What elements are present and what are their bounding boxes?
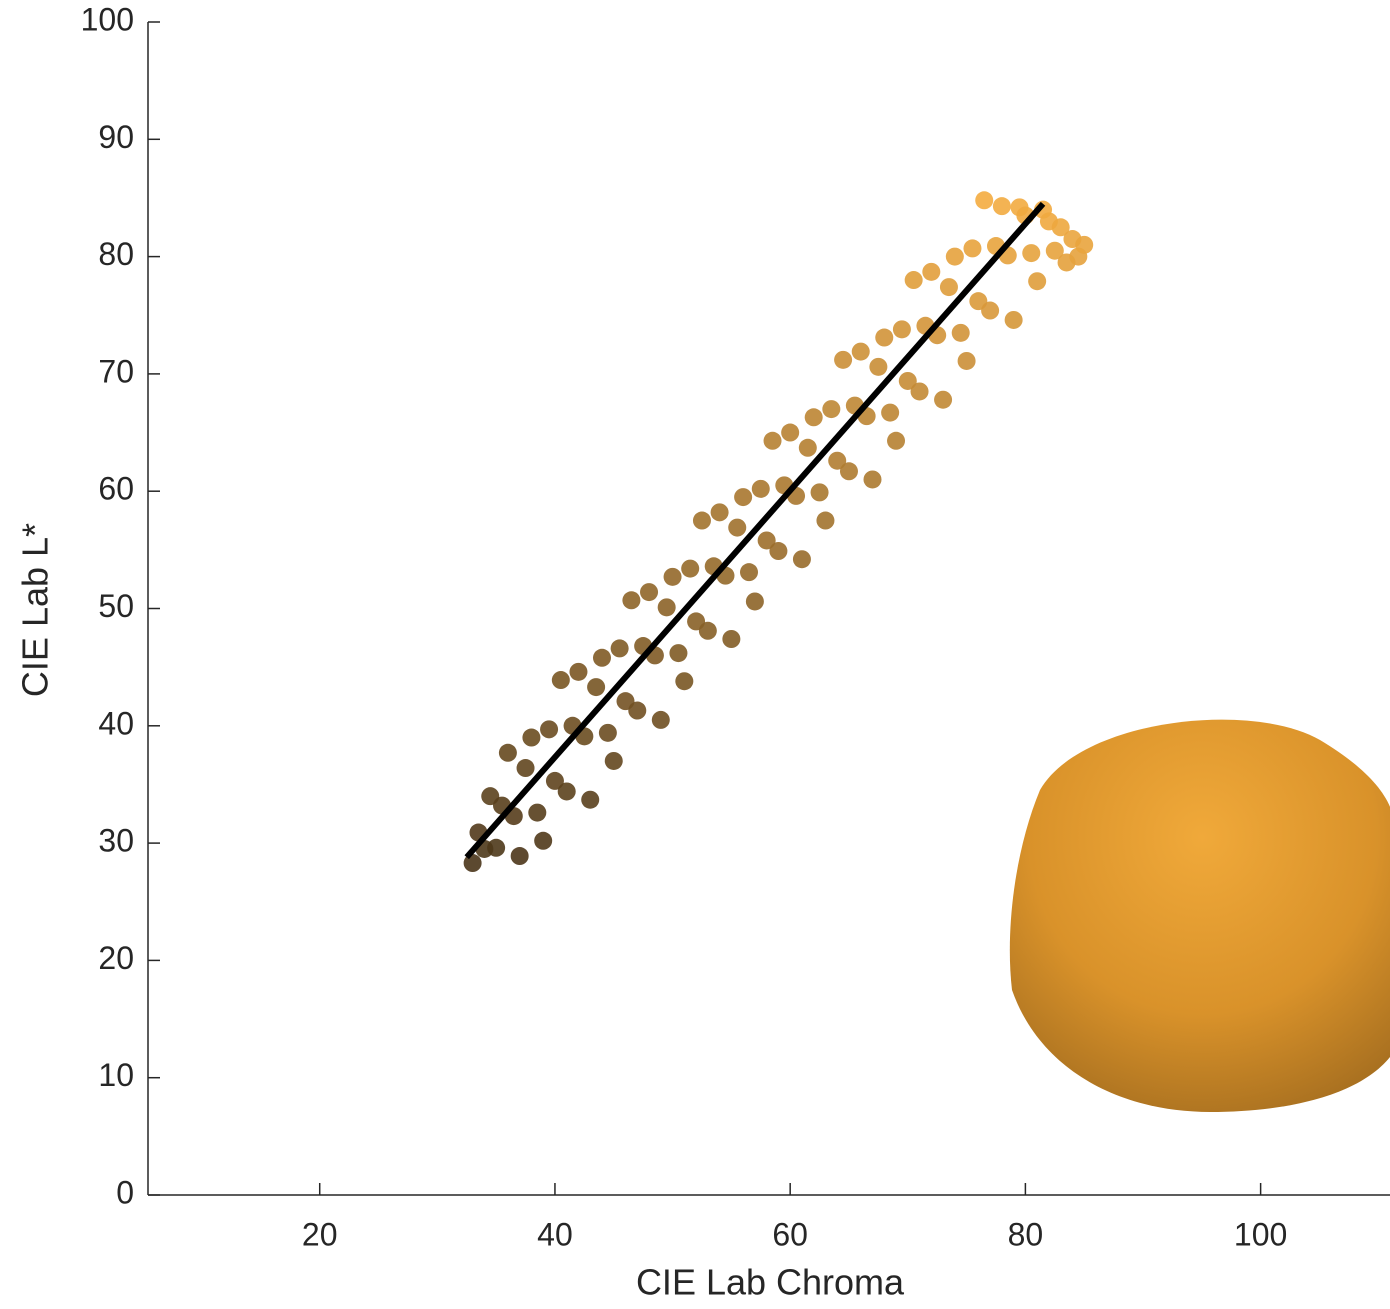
- x-tick-label: 60: [772, 1216, 808, 1252]
- x-tick-label: 80: [1008, 1216, 1044, 1252]
- scatter-point: [675, 672, 693, 690]
- scatter-point: [887, 432, 905, 450]
- scatter-point: [511, 847, 529, 865]
- scatter-point: [699, 622, 717, 640]
- scatter-point: [658, 598, 676, 616]
- x-tick-label: 100: [1234, 1216, 1287, 1252]
- scatter-point: [611, 639, 629, 657]
- scatter-point: [593, 649, 611, 667]
- scatter-point: [940, 278, 958, 296]
- scatter-point: [864, 470, 882, 488]
- scatter-point: [869, 358, 887, 376]
- scatter-point: [740, 563, 758, 581]
- y-tick-label: 10: [98, 1057, 134, 1093]
- scatter-point: [599, 724, 617, 742]
- scatter-point: [975, 191, 993, 209]
- x-tick-label: 20: [302, 1216, 338, 1252]
- fit-line: [467, 204, 1043, 857]
- scatter-point: [963, 239, 981, 257]
- scatter-point: [781, 424, 799, 442]
- scatter-point: [693, 512, 711, 530]
- scatter-point: [605, 752, 623, 770]
- y-tick-label: 70: [98, 353, 134, 389]
- scatter-point: [881, 404, 899, 422]
- scatter-point: [746, 592, 764, 610]
- scatter-point: [728, 519, 746, 537]
- scatter-point: [528, 804, 546, 822]
- scatter-point: [875, 329, 893, 347]
- y-tick-label: 100: [81, 1, 134, 37]
- scatter-point: [652, 711, 670, 729]
- scatter-point: [622, 591, 640, 609]
- chart: CIE Lab Chroma CIE Lab L* 20 40 60 80 100 0 10…: [0, 0, 1390, 1309]
- scatter-point: [581, 791, 599, 809]
- scatter-point: [752, 480, 770, 498]
- scatter-point: [805, 408, 823, 426]
- scatter-point: [911, 382, 929, 400]
- scatter-point: [628, 702, 646, 720]
- y-axis-label: CIE Lab L*: [15, 523, 56, 697]
- scatter-point: [893, 320, 911, 338]
- scatter-point: [852, 343, 870, 361]
- scatter-point: [1005, 311, 1023, 329]
- scatter-point: [946, 248, 964, 266]
- y-tick-label: 50: [98, 588, 134, 624]
- scatter-point: [487, 839, 505, 857]
- orange-photo: [1010, 720, 1390, 1112]
- y-tick-label: 0: [116, 1174, 134, 1210]
- scatter-point: [922, 263, 940, 281]
- scatter-point: [952, 324, 970, 342]
- scatter-point: [811, 483, 829, 501]
- y-tick-label: 80: [98, 236, 134, 272]
- x-axis-label: CIE Lab Chroma: [636, 1262, 905, 1303]
- scatter-point: [764, 432, 782, 450]
- scatter-point: [669, 644, 687, 662]
- scatter-point: [769, 542, 787, 560]
- scatter-point: [734, 488, 752, 506]
- scatter-point: [587, 678, 605, 696]
- scatter-point: [517, 759, 535, 777]
- scatter-point: [1075, 236, 1093, 254]
- scatter-point: [1022, 244, 1040, 262]
- scatter-point: [799, 439, 817, 457]
- scatter-point: [569, 663, 587, 681]
- scatter-point: [722, 630, 740, 648]
- y-tick-label: 30: [98, 823, 134, 859]
- scatter-point: [822, 400, 840, 418]
- x-tick-label: 40: [537, 1216, 573, 1252]
- scatter-point: [522, 729, 540, 747]
- scatter-point: [711, 503, 729, 521]
- scatter-point: [905, 271, 923, 289]
- y-tick-label: 20: [98, 940, 134, 976]
- y-tick-label: 60: [98, 471, 134, 507]
- scatter-point: [540, 720, 558, 738]
- scatter-point: [681, 560, 699, 578]
- scatter-point: [934, 391, 952, 409]
- scatter-point: [816, 512, 834, 530]
- y-tick-label: 90: [98, 119, 134, 155]
- y-tick-label: 40: [98, 705, 134, 741]
- scatter-point: [552, 671, 570, 689]
- scatter-point: [558, 782, 576, 800]
- scatter-point: [993, 197, 1011, 215]
- scatter-point: [840, 462, 858, 480]
- scatter-point: [499, 744, 517, 762]
- scatter-point: [981, 302, 999, 320]
- scatter-point: [534, 832, 552, 850]
- scatter-point: [1028, 272, 1046, 290]
- scatter-point: [958, 352, 976, 370]
- scatter-point: [640, 583, 658, 601]
- scatter-point: [664, 568, 682, 586]
- scatter-point: [834, 351, 852, 369]
- scatter-point: [793, 550, 811, 568]
